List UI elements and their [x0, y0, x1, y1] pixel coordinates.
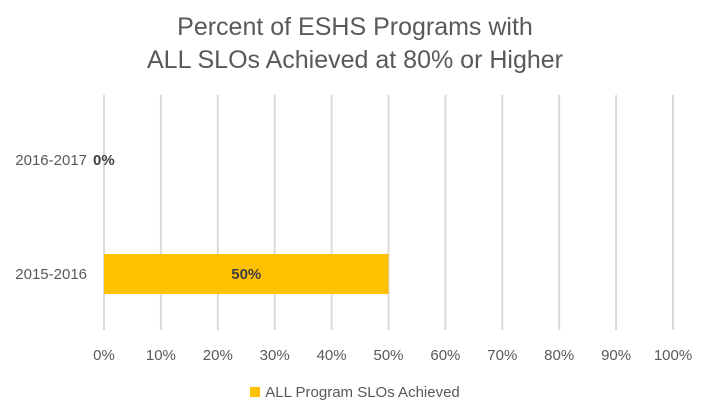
x-tick-label: 90%: [601, 347, 631, 364]
x-tick-label: 80%: [544, 347, 574, 364]
legend-swatch: [250, 387, 261, 397]
x-tick-label: 60%: [430, 347, 460, 364]
chart-title-line1: Percent of ESHS Programs with: [177, 13, 533, 41]
x-tick-label: 10%: [146, 347, 176, 364]
x-tick-label: 0%: [93, 347, 115, 364]
x-tick-label: 40%: [317, 347, 347, 364]
x-tick-label: 30%: [260, 347, 290, 364]
data-label: 0%: [93, 152, 115, 169]
legend: ALL Program SLOs Achieved: [0, 384, 710, 401]
x-tick-label: 100%: [654, 347, 692, 364]
x-tick-label: 50%: [373, 347, 403, 364]
x-tick-label: 20%: [203, 347, 233, 364]
data-label: 50%: [231, 266, 261, 283]
bar: [104, 254, 389, 294]
chart-title-line2: ALL SLOs Achieved at 80% or Higher: [147, 46, 563, 74]
legend-label: ALL Program SLOs Achieved: [265, 384, 460, 401]
category-label: 2015-2016: [15, 266, 87, 283]
x-tick-label: 70%: [487, 347, 517, 364]
category-label: 2016-2017: [15, 152, 87, 169]
